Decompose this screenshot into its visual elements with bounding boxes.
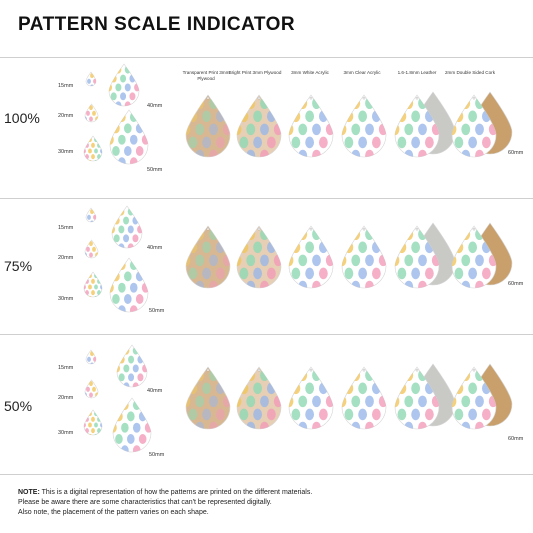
note-line-2: Please be aware there are some character… (18, 499, 272, 506)
size-swatch (84, 239, 99, 259)
swatch-leather-front (394, 94, 440, 158)
size-label-40mm: 40mm (147, 245, 163, 251)
swatch-cork-front (451, 94, 497, 158)
note-text: NOTE: This is a digital representation o… (18, 488, 518, 518)
swatch-transparent-plywood (185, 366, 231, 430)
size-swatch (111, 205, 143, 249)
swatch-transparent-plywood (185, 225, 231, 289)
note-bold: NOTE: (18, 489, 40, 496)
size-swatch (116, 344, 148, 388)
size-label-30mm: 30mm (58, 430, 74, 436)
swatch-clear-acrylic (341, 225, 387, 289)
material-label-clear-acrylic: 3mm Clear Acrylic (343, 70, 381, 75)
size-label-50mm: 50mm (149, 308, 165, 314)
swatch-clear-acrylic (341, 366, 387, 430)
size-swatch (83, 409, 103, 436)
size-swatch (109, 257, 149, 313)
swatch-bright-plywood (236, 94, 282, 158)
material-label-cork: 2mm Double Sided Cork (444, 70, 496, 75)
size-label-30mm: 30mm (58, 296, 74, 302)
swatch-bright-plywood (236, 366, 282, 430)
swatch-leather-front (394, 366, 440, 430)
material-label-bright-plywood: Bright Print 3mm Plywood (228, 70, 282, 75)
material-label-leather: 1.6-1.8mm Leather (397, 70, 437, 75)
side-size-label: 60mm (508, 150, 524, 156)
size-label-15mm: 15mm (58, 365, 74, 371)
swatch-bright-plywood (236, 225, 282, 289)
swatch-cork-front (451, 225, 497, 289)
section-divider (0, 198, 533, 199)
size-swatch (84, 103, 99, 123)
note-line-3: Also note, the placement of the pattern … (18, 509, 209, 516)
size-label-50mm: 50mm (149, 452, 165, 458)
swatch-transparent-plywood (185, 94, 231, 158)
size-label-40mm: 40mm (147, 388, 163, 394)
size-swatch (109, 109, 149, 165)
page-title: PATTERN SCALE INDICATOR (18, 14, 296, 35)
swatch-cork-front (451, 366, 497, 430)
side-size-label: 60mm (508, 281, 524, 287)
section-divider (0, 474, 533, 475)
size-label-20mm: 20mm (58, 395, 74, 401)
swatch-leather-front (394, 225, 440, 289)
swatch-clear-acrylic (341, 94, 387, 158)
section-divider (0, 57, 533, 58)
size-swatch (112, 397, 152, 453)
swatch-white-acrylic (288, 225, 334, 289)
size-label-15mm: 15mm (58, 83, 74, 89)
note-line-1: This is a digital representation of how … (39, 489, 313, 496)
swatch-white-acrylic (288, 366, 334, 430)
size-swatch (83, 135, 103, 162)
size-label-15mm: 15mm (58, 225, 74, 231)
swatch-white-acrylic (288, 94, 334, 158)
size-label-30mm: 30mm (58, 149, 74, 155)
size-swatch (83, 271, 103, 298)
size-label-40mm: 40mm (147, 103, 163, 109)
material-label-transparent-plywood: Transparent Print 3mm Plywood (182, 70, 230, 81)
scale-label-50: 50% (4, 398, 33, 414)
scale-label-75: 75% (4, 258, 33, 274)
size-label-50mm: 50mm (147, 167, 163, 173)
section-divider (0, 334, 533, 335)
side-size-label: 60mm (508, 436, 524, 442)
size-label-20mm: 20mm (58, 255, 74, 261)
material-label-white-acrylic: 3mm White Acrylic (291, 70, 329, 75)
scale-label-100: 100% (4, 110, 40, 126)
size-swatch (84, 379, 99, 399)
size-swatch (85, 71, 97, 87)
size-swatch (108, 63, 140, 107)
size-swatch (85, 207, 97, 223)
size-label-20mm: 20mm (58, 113, 74, 119)
size-swatch (85, 349, 97, 365)
